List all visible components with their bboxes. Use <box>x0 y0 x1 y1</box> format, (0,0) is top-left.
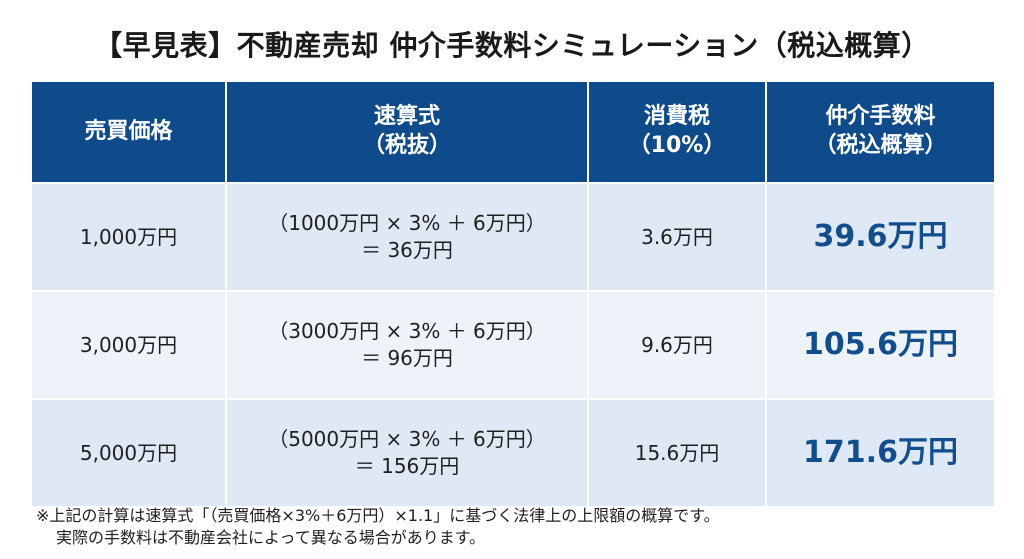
page-title: 【早見表】不動産売却 仲介手数料シミュレーション（税込概算） <box>94 29 930 62</box>
formula-line1: （3000万円 × 3% ＋ 6万円） <box>268 319 546 343</box>
formula-line1: （5000万円 × 3% ＋ 6万円） <box>268 427 546 451</box>
formula-cell: （3000万円 × 3% ＋ 6万円） ＝ 96万円 <box>225 290 589 400</box>
table-row: 3,000万円 （3000万円 × 3% ＋ 6万円） ＝ 96万円 9.6万円… <box>30 290 996 400</box>
header-formula-sub: （税抜） <box>362 133 451 158</box>
tax-cell: 9.6万円 <box>587 290 767 400</box>
header-fee-sub: （税込概算） <box>814 133 947 158</box>
total-fee-cell: 171.6万円 <box>765 398 996 508</box>
formula-line2: ＝ 156万円 <box>354 454 460 478</box>
formula-cell: （1000万円 × 3% ＋ 6万円） ＝ 36万円 <box>225 182 589 292</box>
table-row: 5,000万円 （5000万円 × 3% ＋ 6万円） ＝ 156万円 15.6… <box>30 398 996 508</box>
header-price-label: 売買価格 <box>84 118 173 144</box>
price-cell: 3,000万円 <box>30 290 227 400</box>
header-price: 売買価格 <box>30 80 227 184</box>
total-fee-cell: 39.6万円 <box>765 182 996 292</box>
header-formula: 速算式 （税抜） <box>225 80 589 184</box>
header-tax-sub: （10%） <box>628 133 726 158</box>
table-row: 1,000万円 （1000万円 × 3% ＋ 6万円） ＝ 36万円 3.6万円… <box>30 182 996 292</box>
footnote: ※上記の計算は速算式「（売買価格×3%＋6万円）×1.1」に基づく法律上の上限額… <box>36 505 720 549</box>
formula-line1: （1000万円 × 3% ＋ 6万円） <box>268 211 546 235</box>
formula-line2: ＝ 96万円 <box>361 346 453 370</box>
footnote-line1: ※上記の計算は速算式「（売買価格×3%＋6万円）×1.1」に基づく法律上の上限額… <box>36 506 720 525</box>
price-cell: 5,000万円 <box>30 398 227 508</box>
tax-cell: 3.6万円 <box>587 182 767 292</box>
header-tax-label: 消費税 <box>643 104 710 130</box>
header-tax: 消費税 （10%） <box>587 80 767 184</box>
header-fee-label: 仲介手数料 <box>825 104 936 130</box>
header-fee: 仲介手数料 （税込概算） <box>765 80 996 184</box>
formula-line2: ＝ 36万円 <box>361 238 453 262</box>
footnote-line2: 実際の手数料は不動産会社によって異なる場合があります。 <box>56 528 486 547</box>
fee-table: 売買価格 速算式 （税抜） 消費税 （10%） 仲介手数料 （税込概算） 1,0… <box>30 80 996 508</box>
formula-cell: （5000万円 × 3% ＋ 6万円） ＝ 156万円 <box>225 398 589 508</box>
tax-cell: 15.6万円 <box>587 398 767 508</box>
price-cell: 1,000万円 <box>30 182 227 292</box>
header-formula-label: 速算式 <box>373 104 440 130</box>
total-fee-cell: 105.6万円 <box>765 290 996 400</box>
table-header-row: 売買価格 速算式 （税抜） 消費税 （10%） 仲介手数料 （税込概算） <box>30 80 996 184</box>
